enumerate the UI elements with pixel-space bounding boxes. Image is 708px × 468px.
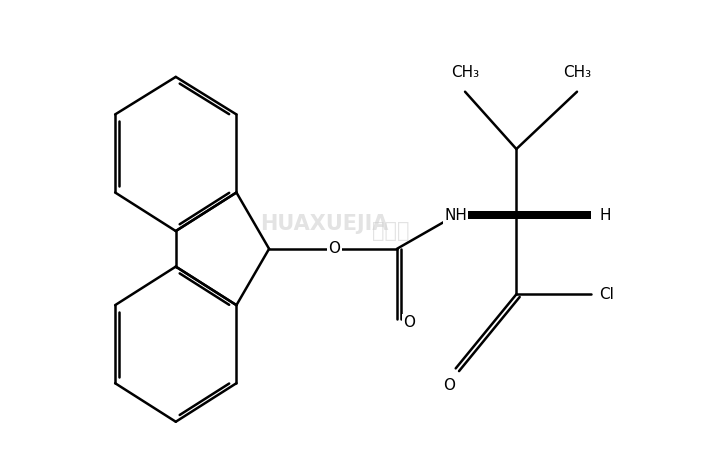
Text: NH: NH (445, 208, 467, 223)
Polygon shape (456, 211, 516, 219)
Text: O: O (329, 241, 341, 256)
Text: O: O (403, 315, 415, 330)
Text: HUAXUEJIA: HUAXUEJIA (260, 214, 389, 234)
Text: 化学加: 化学加 (372, 221, 409, 241)
Text: Cl: Cl (600, 287, 615, 302)
Polygon shape (516, 211, 591, 219)
Text: CH₃: CH₃ (451, 65, 479, 80)
Text: CH₃: CH₃ (563, 65, 591, 80)
Text: O: O (443, 378, 455, 393)
Text: H: H (600, 208, 611, 223)
